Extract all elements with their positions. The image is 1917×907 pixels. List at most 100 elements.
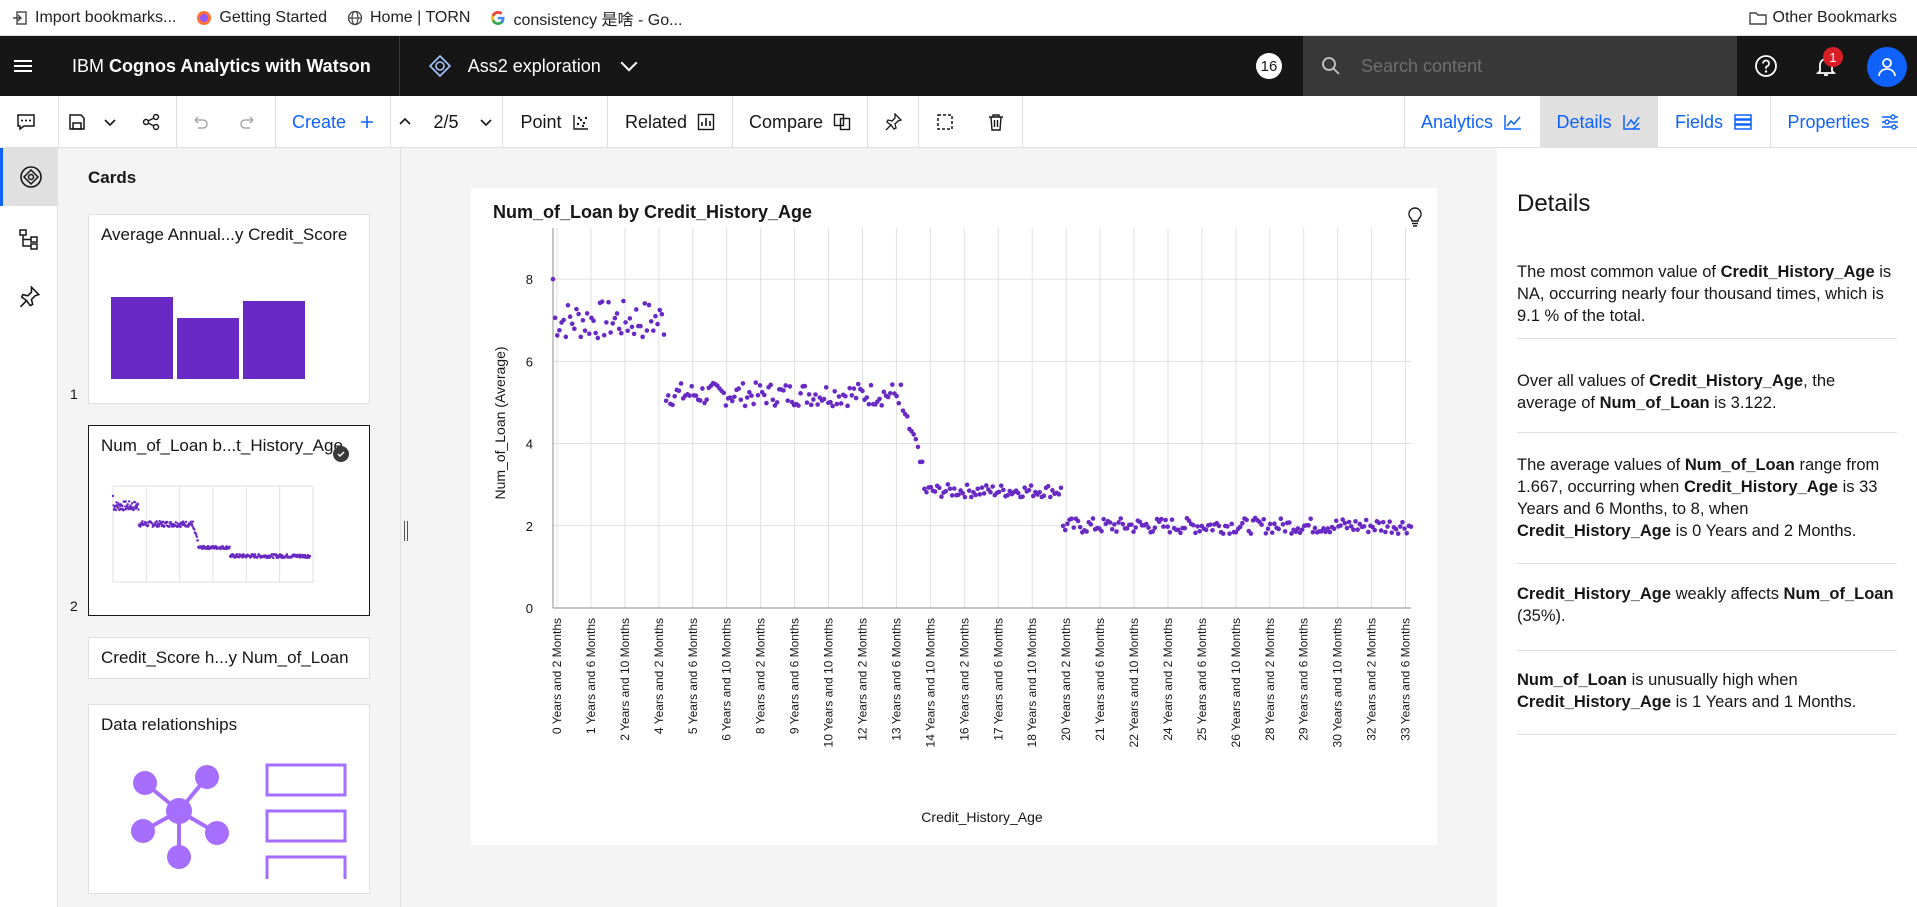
data-point[interactable] [881, 389, 887, 395]
data-point[interactable] [887, 390, 893, 396]
data-point[interactable] [1203, 527, 1209, 533]
data-point[interactable] [1323, 529, 1328, 535]
data-point[interactable] [676, 388, 682, 394]
data-point[interactable] [561, 317, 566, 323]
data-point[interactable] [849, 393, 855, 398]
data-point[interactable] [864, 395, 870, 400]
data-point[interactable] [740, 381, 746, 386]
data-point[interactable] [1312, 525, 1318, 531]
data-point[interactable] [1090, 516, 1096, 521]
data-point[interactable] [606, 299, 611, 305]
data-point[interactable] [1114, 529, 1119, 534]
data-point[interactable] [638, 323, 643, 329]
data-point[interactable] [924, 489, 929, 495]
data-point[interactable] [576, 311, 581, 317]
data-point[interactable] [757, 383, 763, 388]
data-point[interactable] [1005, 492, 1010, 498]
data-point[interactable] [806, 392, 812, 397]
data-point[interactable] [911, 432, 917, 437]
data-point[interactable] [689, 383, 695, 389]
lightbulb-icon[interactable] [1405, 206, 1425, 228]
count-badge[interactable]: 16 [1256, 53, 1282, 79]
data-point[interactable] [646, 302, 652, 308]
data-point[interactable] [979, 485, 985, 490]
data-point[interactable] [1030, 493, 1036, 499]
data-point[interactable] [1015, 490, 1021, 496]
rail-hierarchy[interactable] [0, 210, 58, 268]
data-point[interactable] [1372, 527, 1378, 533]
data-point[interactable] [633, 307, 639, 312]
data-point[interactable] [580, 317, 586, 323]
data-point[interactable] [1131, 529, 1136, 535]
data-point[interactable] [1248, 531, 1254, 536]
data-point[interactable] [949, 493, 955, 498]
data-point[interactable] [823, 385, 829, 390]
data-point[interactable] [629, 324, 635, 330]
data-point[interactable] [723, 403, 729, 408]
share-button[interactable] [134, 96, 168, 148]
data-point[interactable] [744, 395, 750, 400]
save-button[interactable] [62, 96, 92, 148]
help-button[interactable] [1736, 36, 1796, 96]
data-point[interactable] [798, 391, 803, 396]
data-point[interactable] [1338, 523, 1343, 528]
data-point[interactable] [729, 398, 735, 404]
card-average-annual[interactable]: Average Annual...y Credit_Score [88, 214, 370, 404]
data-point[interactable] [774, 400, 780, 405]
data-point[interactable] [764, 400, 769, 406]
data-point[interactable] [655, 321, 660, 327]
data-point[interactable] [1348, 524, 1354, 529]
data-point[interactable] [962, 494, 968, 500]
data-point[interactable] [552, 315, 558, 321]
data-point[interactable] [900, 408, 906, 413]
data-point[interactable] [557, 328, 562, 333]
exploration-selector[interactable]: Ass2 exploration [428, 54, 638, 78]
data-point[interactable] [838, 401, 844, 406]
avatar[interactable] [1867, 47, 1907, 87]
data-point[interactable] [1267, 521, 1273, 527]
data-point[interactable] [761, 392, 767, 398]
data-point[interactable] [1109, 527, 1115, 532]
data-point[interactable] [563, 334, 569, 340]
data-point[interactable] [866, 401, 872, 407]
data-point[interactable] [928, 484, 934, 490]
data-point[interactable] [1167, 530, 1173, 535]
data-point[interactable] [687, 393, 692, 398]
data-point[interactable] [904, 414, 910, 419]
data-point[interactable] [868, 382, 874, 388]
select-button[interactable] [921, 96, 969, 148]
search-bar[interactable] [1303, 36, 1737, 96]
data-point[interactable] [1037, 489, 1042, 495]
data-point[interactable] [1306, 523, 1311, 528]
data-point[interactable] [990, 484, 995, 489]
data-point[interactable] [853, 395, 859, 401]
data-point[interactable] [1327, 529, 1333, 535]
data-point[interactable] [973, 492, 978, 498]
data-point[interactable] [1129, 522, 1134, 528]
data-point[interactable] [1340, 517, 1346, 522]
data-point[interactable] [1163, 517, 1168, 523]
data-point[interactable] [945, 482, 951, 487]
data-point[interactable] [1321, 526, 1326, 531]
data-point[interactable] [1075, 518, 1081, 524]
comment-button[interactable] [0, 96, 52, 148]
data-point[interactable] [584, 311, 590, 316]
data-point[interactable] [586, 331, 592, 337]
notifications-button[interactable] [1796, 36, 1856, 96]
data-point[interactable] [1263, 531, 1269, 536]
related-button[interactable]: Related [610, 96, 730, 148]
data-point[interactable] [569, 321, 575, 327]
bookmark-import[interactable]: Import bookmarks... [12, 9, 176, 27]
data-point[interactable] [983, 483, 989, 488]
data-point[interactable] [815, 402, 820, 407]
data-point[interactable] [700, 386, 705, 391]
data-point[interactable] [1265, 526, 1271, 532]
data-point[interactable] [811, 397, 816, 402]
data-point[interactable] [877, 396, 882, 402]
data-point[interactable] [1144, 521, 1149, 527]
redo-button[interactable] [230, 96, 266, 148]
rail-cards[interactable] [0, 148, 58, 206]
data-point[interactable] [1346, 519, 1352, 525]
data-point[interactable] [1233, 529, 1239, 535]
tab-properties[interactable]: Properties [1770, 96, 1917, 148]
